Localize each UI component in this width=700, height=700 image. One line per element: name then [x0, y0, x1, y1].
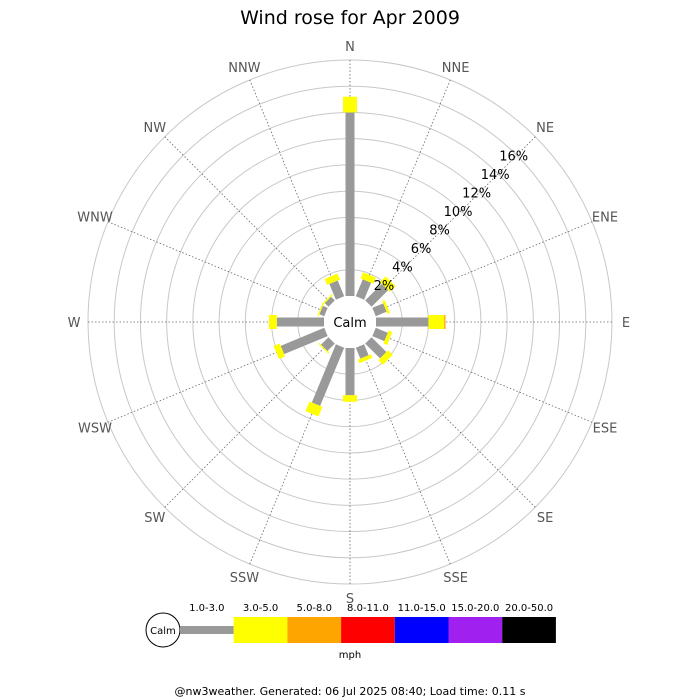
spoke — [164, 340, 332, 508]
spoke — [359, 345, 451, 565]
spoke — [249, 79, 341, 299]
direction-label: WNW — [77, 210, 113, 225]
spoke — [107, 221, 327, 313]
percent-tick-label: 2% — [374, 279, 395, 294]
legend-bin-label: 8.0-11.0 — [347, 603, 389, 614]
legend-bin-label: 3.0-5.0 — [243, 603, 278, 614]
direction-label: ENE — [592, 210, 618, 225]
footer-text: @nw3weather. Generated: 06 Jul 2025 08:4… — [175, 685, 526, 698]
percent-tick-label: 6% — [411, 242, 432, 257]
percent-tick-label: 14% — [481, 168, 510, 183]
bar-segment — [383, 330, 393, 345]
bar-segment — [321, 337, 335, 351]
legend-swatch — [502, 617, 556, 643]
legend-bin-label: 11.0-15.0 — [398, 603, 446, 614]
spoke — [164, 136, 332, 304]
legend-bin-label: 15.0-20.0 — [451, 603, 499, 614]
direction-label: SSW — [230, 571, 260, 586]
legend-bin-label: 20.0-50.0 — [505, 603, 553, 614]
percent-tick-label: 8% — [429, 223, 450, 238]
direction-label: NE — [536, 121, 554, 136]
bar-segment — [305, 401, 323, 417]
direction-label: WSW — [78, 422, 112, 437]
legend-swatch — [394, 617, 449, 643]
legend-unit: mph — [339, 650, 361, 661]
calm-circle — [324, 296, 376, 348]
direction-label: NW — [144, 121, 167, 136]
direction-bars — [268, 96, 446, 417]
legend-swatch — [448, 617, 503, 643]
legend-calm-label: Calm — [150, 626, 176, 637]
percent-tick-label: 12% — [462, 186, 491, 201]
bar-segment — [360, 272, 376, 284]
bar-segment — [280, 327, 328, 355]
direction-label: SE — [537, 511, 553, 526]
chart-title: Wind rose for Apr 2009 — [240, 7, 460, 29]
direction-label: W — [68, 316, 81, 331]
direction-label: SW — [144, 511, 165, 526]
bar-segment — [372, 327, 388, 342]
legend-swatch — [233, 617, 288, 643]
direction-label: E — [622, 316, 630, 331]
legend-swatch — [287, 617, 342, 643]
spoke — [373, 221, 593, 313]
grid-circle — [113, 85, 587, 559]
direction-label: NNW — [228, 61, 260, 76]
spoke — [359, 79, 451, 299]
percent-labels: 2% 4% 6% 8% 10% 12% 14% 16% — [374, 149, 529, 294]
legend-bin-label: 1.0-3.0 — [189, 603, 224, 614]
direction-label: N — [345, 40, 355, 55]
speed-legend: Calm 1.0-3.0 3.0-5.0 5.0-8.0 8.0-11.0 11.0-1… — [145, 603, 556, 661]
bar-segment — [365, 337, 387, 359]
bar-segment — [380, 276, 396, 292]
legend-bin-label: 5.0-8.0 — [297, 603, 332, 614]
bar-segment — [322, 294, 333, 305]
percent-tick-label: 10% — [444, 205, 473, 220]
legend-swatch — [180, 626, 234, 634]
legend-swatch — [341, 617, 395, 643]
direction-label: S — [346, 592, 354, 607]
bar-segment — [329, 280, 345, 300]
spoke — [373, 331, 593, 423]
percent-tick-label: 4% — [392, 261, 413, 276]
bar-segment — [311, 344, 345, 406]
bar-segment — [324, 296, 335, 307]
direction-labels: N NNE NE ENE E ESE SE SSE S SSW SW WSW W WNW NW NNW — [68, 40, 631, 607]
direction-label: SSE — [443, 571, 468, 586]
bar-segment — [324, 273, 340, 285]
bar-segment — [355, 279, 372, 300]
bar-segment — [382, 300, 391, 315]
spoke — [368, 136, 536, 304]
bar-segment — [378, 350, 393, 365]
direction-label: NNE — [442, 61, 470, 76]
spoke — [368, 340, 536, 508]
bar-segment — [355, 344, 369, 359]
bar-segment — [357, 354, 373, 364]
bar-segment — [273, 343, 286, 359]
bar-segment — [319, 305, 328, 317]
bar-segment — [365, 283, 389, 307]
bar-segment — [318, 342, 330, 354]
percent-tick-label: 16% — [499, 149, 528, 164]
bar-segment — [317, 303, 324, 317]
direction-label: ESE — [593, 422, 618, 437]
calm-label: Calm — [333, 316, 366, 331]
bar-segment — [372, 303, 387, 317]
